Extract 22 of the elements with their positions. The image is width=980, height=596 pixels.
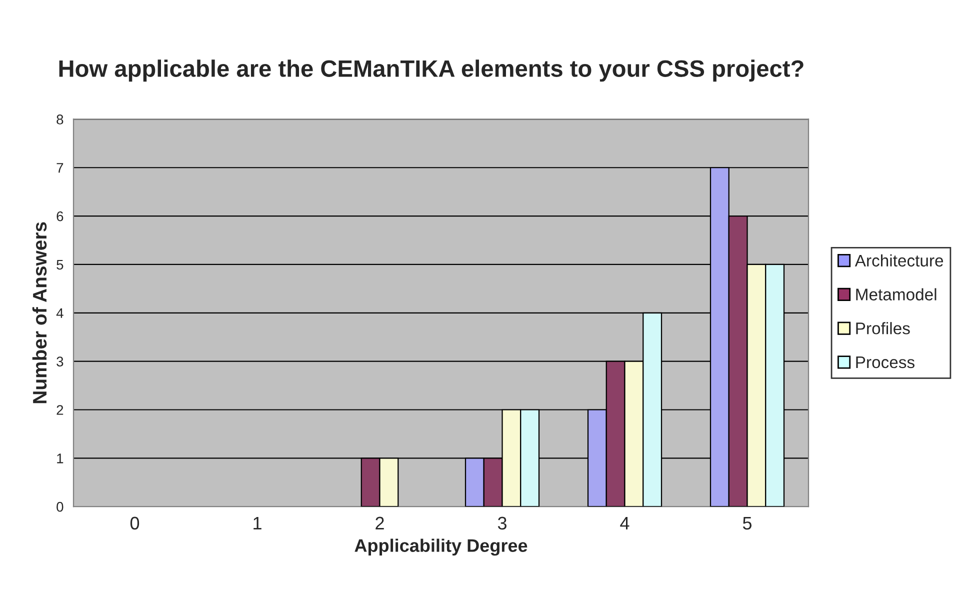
x-tick-label: 2: [376, 516, 384, 530]
y-tick-label: 7: [56, 163, 64, 173]
y-tick-label: 8: [56, 114, 64, 124]
y-axis-title: Number of Answers: [32, 222, 47, 404]
y-tick-label: 0: [56, 502, 64, 512]
y-tick-label: 2: [56, 405, 64, 415]
legend-label: Metamodel: [856, 288, 936, 300]
legend-label: Profiles: [856, 322, 910, 334]
x-tick-label: 1: [254, 516, 262, 530]
x-tick-label: 4: [620, 516, 630, 530]
y-tick-label: 4: [56, 308, 64, 318]
chart-title: How applicable are the CEManTIKA elements to your CSS project?: [59, 60, 804, 82]
legend-label: Architecture: [854, 254, 944, 267]
y-tick-label: 6: [56, 211, 64, 222]
x-tick-label: 0: [130, 516, 140, 530]
x-tick-label: 5: [742, 516, 752, 530]
legend-label: Process: [856, 356, 914, 368]
x-tick-label: 3: [498, 516, 506, 530]
y-tick-label: 5: [56, 260, 64, 270]
x-axis-title: Applicability Degree: [354, 538, 528, 556]
y-tick-label: 1: [57, 454, 64, 464]
y-tick-label: 3: [56, 356, 64, 366]
